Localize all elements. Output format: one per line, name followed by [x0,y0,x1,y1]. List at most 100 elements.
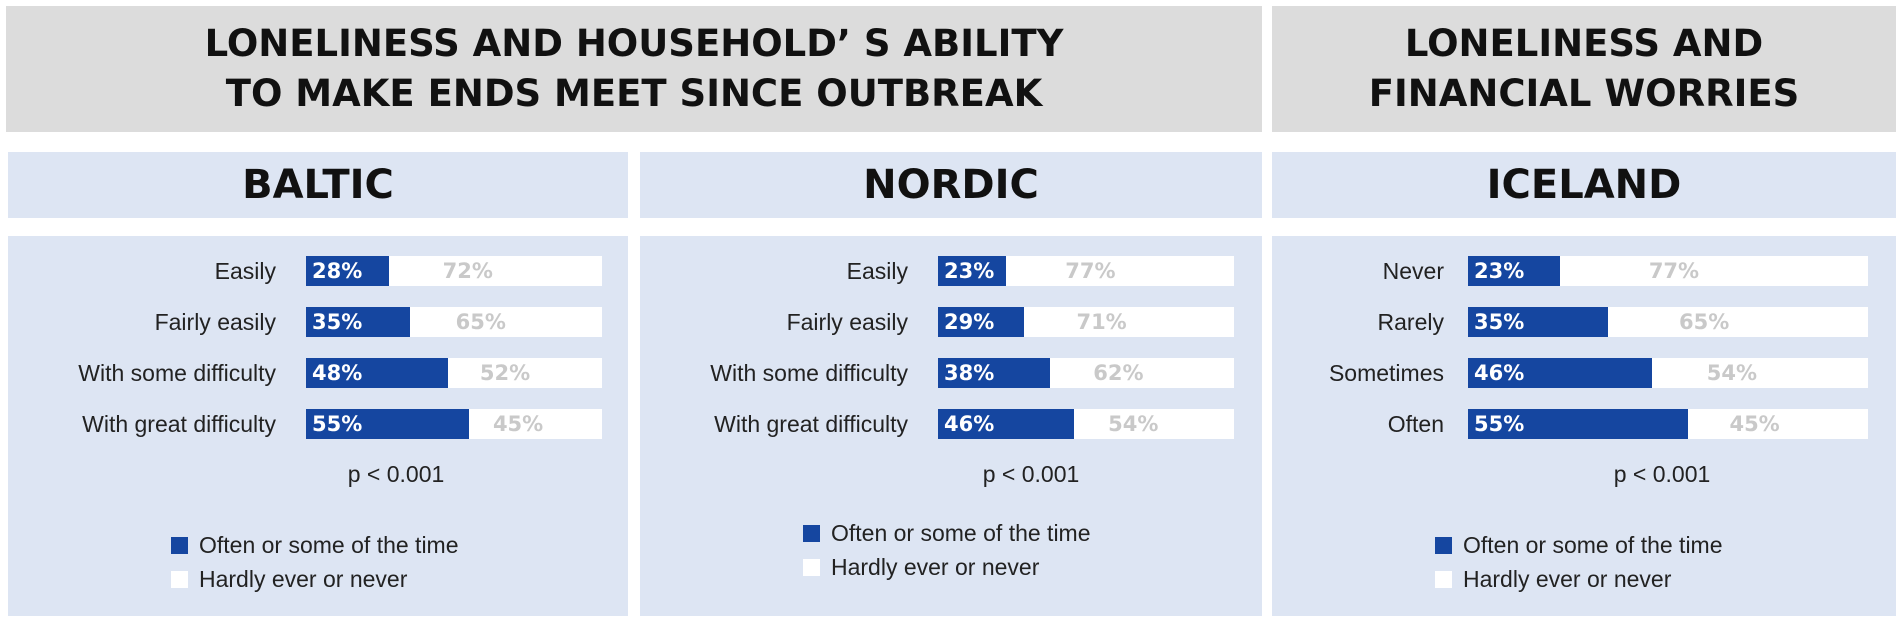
legend-swatch-hardly [171,571,188,588]
category-label: Never [1382,258,1444,284]
category-label: Easily [846,258,908,284]
bar-often-or-some-of-the-time [938,256,1007,286]
bar-hardly-ever-or-never: 35% 65% [1468,307,1868,337]
value-label-hardly: 54% [1108,412,1159,436]
value-label-often: 23% [944,259,995,283]
bar-hardly-ever-or-never: 23% 77% [1468,256,1868,286]
header-right-line-2: FINANCIAL WORRIES [1368,72,1800,115]
value-label-often: 35% [1474,310,1525,334]
value-label-hardly: 45% [492,412,544,436]
bar-often-or-some-of-the-time [1468,307,1608,337]
bar-hardly-ever-or-never: 35% 65% [306,307,602,337]
category-label: With great difficulty [82,411,276,437]
bar-hardly-ever-or-never: 38% 62% [938,358,1234,388]
bar-row: Never 23% 77% [1272,256,1896,286]
chart-baltic: Easily 28% 72% Fairly easily 35% 65% With some… [8,236,628,616]
value-label-often: 29% [944,310,995,334]
bar-hardly-ever-or-never: 55% 45% [1468,409,1868,439]
bar-row: Often 55% 45% [1272,409,1896,439]
bar-row: With some difficulty 38% 62% [640,358,1262,388]
bar-row: Easily 28% 72% [8,256,628,286]
bar-often-or-some-of-the-time [938,409,1075,439]
value-label-hardly: 77% [1648,259,1700,283]
value-label-hardly: 45% [1729,412,1780,436]
bar-row: Fairly easily 29% 71% [640,307,1262,337]
category-label: Fairly easily [154,309,276,335]
legend-label: Often or some of the time [1463,532,1723,558]
value-label-hardly: 65% [1679,310,1730,334]
category-label: With some difficulty [710,360,908,386]
bar-often-or-some-of-the-time [306,409,469,439]
bar-row: Rarely 35% 65% [1272,307,1896,337]
legend-swatch-often [171,537,188,554]
bar-often-or-some-of-the-time [306,358,449,388]
header-right: LONELINESS AND FINANCIAL WORRIES [1272,6,1896,132]
legend-item: Often or some of the time [1435,528,1723,562]
category-label: With great difficulty [714,411,908,437]
legend-swatch-hardly [803,559,820,576]
category-label: Sometimes [1328,360,1444,386]
p-value-annotation: p < 0.001 [347,461,445,487]
header-right-line-1: LONELINESS AND [1404,22,1764,65]
chart-iceland: Never 23% 77% Rarely 35% 65% Sometimes 46% 54% Of… [1272,236,1896,616]
legend: Often or some of the time Hardly ever or … [803,516,1091,584]
bar-hardly-ever-or-never: 23% 77% [938,256,1234,286]
value-label-often: 46% [944,412,995,436]
bar-row: Easily 23% 77% [640,256,1262,286]
bar-hardly-ever-or-never: 46% 54% [1468,358,1868,388]
legend-label: Often or some of the time [831,520,1091,546]
legend-label: Hardly ever or never [1463,566,1672,592]
category-label: Rarely [1377,309,1444,335]
chart-nordic: Easily 23% 77% Fairly easily 29% 71% With some… [640,236,1262,616]
bar-often-or-some-of-the-time [938,307,1024,337]
legend-swatch-often [803,525,820,542]
legend-label: Hardly ever or never [831,554,1040,580]
bar-often-or-some-of-the-time [306,256,389,286]
value-label-often: 28% [312,259,363,283]
legend: Often or some of the time Hardly ever or … [1435,528,1723,596]
value-label-often: 55% [1474,412,1525,436]
category-label: Fairly easily [786,309,908,335]
value-label-hardly: 77% [1065,259,1116,283]
legend-swatch-hardly [1435,571,1452,588]
header-left: LONELINESS AND HOUSEHOLD’ S ABILITY TO M… [6,6,1262,132]
legend-item: Often or some of the time [171,528,459,562]
bar-hardly-ever-or-never: 29% 71% [938,307,1234,337]
legend-item: Often or some of the time [803,516,1091,550]
value-label-often: 46% [1474,361,1525,385]
p-value-annotation: p < 0.001 [1613,461,1711,487]
value-label-hardly: 72% [442,259,493,283]
panel-title-baltic: BALTIC [8,152,628,218]
value-label-often: 38% [944,361,995,385]
bar-often-or-some-of-the-time [938,358,1051,388]
legend-label: Hardly ever or never [199,566,408,592]
bar-hardly-ever-or-never: 55% 45% [306,409,602,439]
value-label-hardly: 65% [455,310,506,334]
legend: Often or some of the time Hardly ever or … [171,528,459,596]
bar-often-or-some-of-the-time [1468,358,1652,388]
bar-hardly-ever-or-never: 28% 72% [306,256,602,286]
bar-often-or-some-of-the-time [306,307,410,337]
value-label-often: 48% [312,361,363,385]
category-label: With some difficulty [78,360,276,386]
value-label-hardly: 52% [479,361,531,385]
bar-row: With great difficulty 55% 45% [8,409,628,439]
category-label: Often [1387,411,1444,437]
legend-label: Often or some of the time [199,532,459,558]
bar-often-or-some-of-the-time [1468,409,1688,439]
value-label-often: 23% [1474,259,1525,283]
bar-hardly-ever-or-never: 48% 52% [306,358,602,388]
bar-row: With great difficulty 46% 54% [640,409,1262,439]
value-label-often: 55% [312,412,363,436]
legend-swatch-often [1435,537,1452,554]
panel-title-iceland: ICELAND [1272,152,1896,218]
value-label-hardly: 62% [1093,361,1144,385]
header-left-line-2: TO MAKE ENDS MEET SINCE OUTBREAK [225,72,1043,115]
legend-item: Hardly ever or never [1435,562,1723,596]
value-label-often: 35% [312,310,363,334]
legend-item: Hardly ever or never [171,562,459,596]
category-label: Easily [214,258,276,284]
p-value-annotation: p < 0.001 [982,461,1080,487]
bar-hardly-ever-or-never: 46% 54% [938,409,1234,439]
header-left-line-1: LONELINESS AND HOUSEHOLD’ S ABILITY [204,22,1064,65]
